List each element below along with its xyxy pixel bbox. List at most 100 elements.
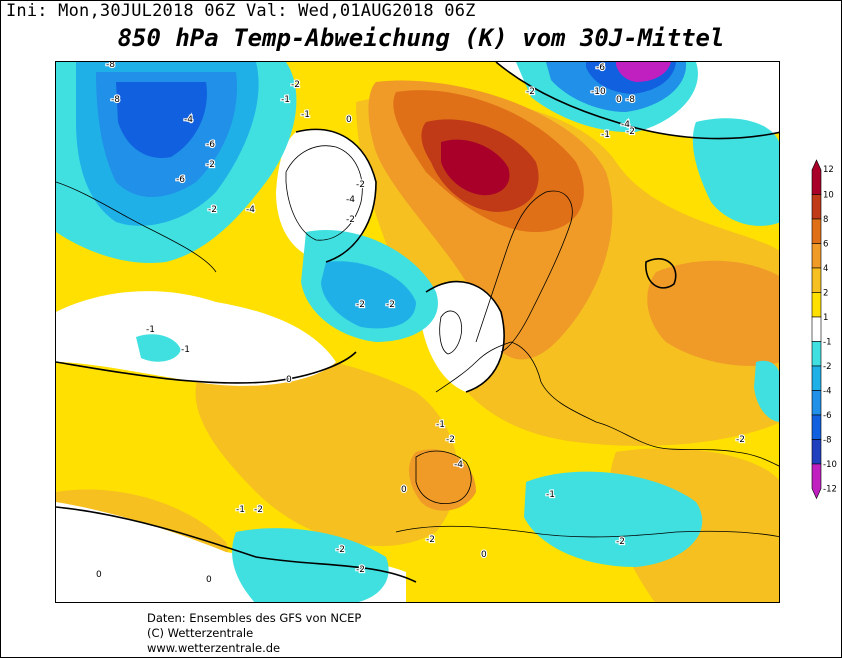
contour-value-label: -4 xyxy=(454,460,463,470)
contour-value-label: -4 xyxy=(246,205,255,215)
contour-value-label: 0 xyxy=(616,95,622,105)
init-valid-time: Ini: Mon,30JUL2018 06Z Val: Wed,01AUG201… xyxy=(6,1,476,21)
legend-tick-label: -2 xyxy=(823,362,831,372)
coastline-greenland xyxy=(285,145,363,241)
contour-value-label: -2 xyxy=(386,300,395,310)
contour-value-label: -1 xyxy=(146,325,155,335)
legend-tick-label: 2 xyxy=(823,289,828,299)
coastline-europe xyxy=(435,341,779,467)
contour-value-label: 0 xyxy=(401,485,407,495)
contour-value-label: -8 xyxy=(626,95,635,105)
zero-contour-6 xyxy=(645,258,677,289)
legend-swatch xyxy=(811,463,822,500)
warm-region-atlantic xyxy=(195,353,458,547)
contour-value-label: -10 xyxy=(591,87,606,97)
legend-tick-label: -6 xyxy=(823,411,831,421)
contour-value-label: -1 xyxy=(181,345,190,355)
zero-contour-1 xyxy=(56,351,357,384)
contour-labels: -8-8-6-6-4-4-2-2-10-1-2-6-10-8-4-2-1 -2-2… xyxy=(95,62,746,586)
contour-value-label: -1 xyxy=(546,490,555,500)
cold-region-arctic-4 xyxy=(616,62,671,82)
contour-value-label: -2 xyxy=(208,205,217,215)
legend-swatch xyxy=(811,292,822,318)
contour-value-label: -2 xyxy=(526,87,535,97)
zero-contour-3 xyxy=(295,128,377,263)
contour-value-label: -8 xyxy=(111,95,120,105)
contour-value-label: -2 xyxy=(346,215,355,225)
warm-4-6-russia xyxy=(647,260,779,366)
contour-value-label: -6 xyxy=(176,175,185,185)
contour-value-label: -2 xyxy=(291,80,300,90)
credit-url: www.wetterzentrale.de xyxy=(147,641,281,655)
contour-value-label: -2 xyxy=(356,565,365,575)
anomaly-map-svg: -8-8-6-6-4-4-2-2-10-1-2-6-10-8-4-2-1 -2-2… xyxy=(56,62,779,602)
legend-tick-label: 4 xyxy=(823,264,828,274)
legend-swatch xyxy=(811,194,822,220)
map-title: 850 hPa Temp-Abweichung (K) vom 30J-Mitt… xyxy=(117,24,725,52)
legend-swatch xyxy=(811,159,822,195)
contour-value-label: -6 xyxy=(206,140,215,150)
contour-value-label: 0 xyxy=(286,375,292,385)
contour-value-label: -2 xyxy=(736,435,745,445)
contour-value-label: -1 xyxy=(436,420,445,430)
zero-contour-4 xyxy=(495,62,779,140)
contour-value-label: -1 xyxy=(281,95,290,105)
contour-value-label: -2 xyxy=(616,537,625,547)
legend-swatch xyxy=(811,316,822,342)
legend-tick-label: -12 xyxy=(823,485,837,495)
legend-swatch xyxy=(811,365,822,391)
contour-value-label: -2 xyxy=(356,180,365,190)
legend-tick-label: 12 xyxy=(823,165,834,175)
contour-value-label: -4 xyxy=(184,115,193,125)
contour-value-label: 0 xyxy=(481,550,487,560)
credit-copyright: (C) Wetterzentrale xyxy=(147,626,254,640)
coastline-scandinavia xyxy=(475,190,573,353)
contour-value-label: -2 xyxy=(426,535,435,545)
legend-tick-label: 6 xyxy=(823,240,828,250)
contour-value-label: -1 xyxy=(236,505,245,515)
neutral-region-nw xyxy=(56,291,336,386)
warm-10-12-core xyxy=(441,139,510,196)
legend-tick-label: -8 xyxy=(823,436,831,446)
contour-value-label: -2 xyxy=(336,545,345,555)
coastline-iberia xyxy=(415,450,472,504)
legend-swatch xyxy=(811,341,822,367)
neutral-region-uk xyxy=(421,281,505,392)
legend-swatch xyxy=(811,218,822,244)
warm-4-6-iberia xyxy=(409,449,476,511)
cold-region-east xyxy=(692,118,779,226)
legend-tick-label: 1 xyxy=(823,313,828,323)
cold-region-atlantic-2 xyxy=(321,261,416,329)
contour-value-label: 0 xyxy=(206,575,212,585)
anomaly-map: -8 -8 -6 -6 -4 -4 -2 -2 -1 0 -1 -2 -6 -10 -8 -4 -2 -1 -2 -2… xyxy=(55,61,780,603)
contour-value-label: -2 xyxy=(446,435,455,445)
cold-region-canada-6 xyxy=(116,82,207,158)
legend-swatch xyxy=(811,390,822,416)
contour-value-label: 0 xyxy=(96,570,102,580)
cold-region-ne xyxy=(754,360,779,422)
contour-value-label: -1 xyxy=(601,130,610,140)
legend-swatch xyxy=(811,243,822,269)
contour-value-label: -6 xyxy=(596,63,605,73)
cold-region-west-patch xyxy=(136,334,181,362)
legend-swatch xyxy=(811,267,822,293)
contour-value-label: -2 xyxy=(206,160,215,170)
legend-tick-label: -10 xyxy=(823,460,837,470)
cold-region-se xyxy=(524,471,703,567)
coastline-africa xyxy=(395,525,779,538)
contour-value-label: -2 xyxy=(254,505,263,515)
color-legend: 12 10 8 6 4 2 1 -1 -2 -4 -6 -8 -10 -12 xyxy=(808,158,842,508)
contour-value-label: -8 xyxy=(106,62,115,70)
contour-value-label: 0 xyxy=(346,115,352,125)
cold-region-sw xyxy=(232,528,389,602)
contour-value-label: -4 xyxy=(621,120,630,130)
coastline-uk xyxy=(439,310,463,355)
legend-swatch xyxy=(811,439,822,465)
contour-value-label: -1 xyxy=(301,110,310,120)
legend-swatch xyxy=(811,414,822,440)
neutral-region-greenland xyxy=(276,129,376,262)
zero-contour-5 xyxy=(425,280,505,393)
contour-value-label: -2 xyxy=(356,300,365,310)
credit-source: Daten: Ensembles des GFS von NCEP xyxy=(147,611,362,625)
legend-tick-label: -1 xyxy=(823,338,831,348)
